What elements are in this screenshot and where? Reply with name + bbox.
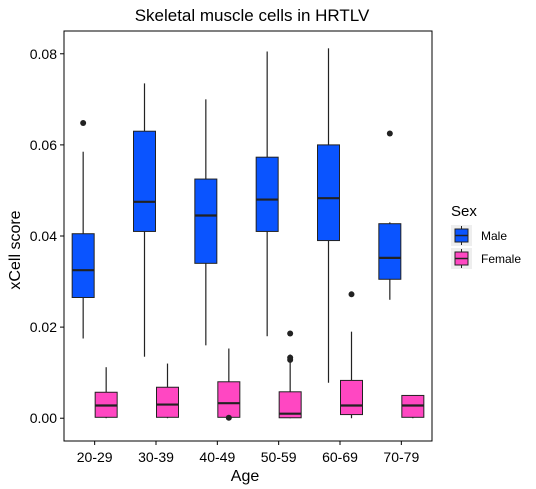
box-body xyxy=(133,130,156,232)
outlier-point xyxy=(386,130,393,137)
legend-entry-male: Male xyxy=(451,225,507,246)
x-tick-label: 50-59 xyxy=(261,449,297,465)
legend-label: Male xyxy=(481,229,507,243)
box-male-50-59 xyxy=(255,51,279,337)
outlier-point xyxy=(287,330,294,337)
box-body xyxy=(378,223,402,280)
box-body xyxy=(156,386,179,418)
x-tick-label: 40-49 xyxy=(199,449,235,465)
box-female-50-59 xyxy=(278,330,302,419)
box-body xyxy=(217,381,241,418)
outlier-point xyxy=(287,356,294,363)
box-male-60-69 xyxy=(317,48,340,383)
box-female-20-29 xyxy=(94,367,118,419)
box-marks xyxy=(71,48,425,421)
box-female-40-49 xyxy=(217,348,241,421)
x-axis-label: Age xyxy=(231,468,260,485)
box-body xyxy=(255,156,279,232)
box-body xyxy=(194,178,218,264)
box-female-60-69 xyxy=(340,291,363,419)
legend-title: Sex xyxy=(451,203,477,220)
outlier-point xyxy=(348,291,355,298)
box-female-70-79 xyxy=(401,394,425,419)
plot-panel xyxy=(63,30,433,442)
y-tick-label: 0.06 xyxy=(30,137,57,153)
outlier-point xyxy=(80,120,87,127)
box-body xyxy=(340,379,363,416)
legend-entry-female: Female xyxy=(451,248,521,269)
y-axis-label: xCell score xyxy=(7,210,24,289)
x-tick-label: 30-39 xyxy=(138,449,174,465)
y-tick-label: 0.08 xyxy=(30,46,57,62)
y-tick-label: 0.02 xyxy=(30,319,57,335)
y-tick-label: 0.00 xyxy=(30,410,57,426)
outlier-point xyxy=(225,414,232,421)
box-body xyxy=(71,233,95,299)
box-body xyxy=(278,391,302,419)
x-axis: 20-29 30-39 40-49 50-59 60-69 70-79 xyxy=(77,441,419,465)
x-tick-label: 60-69 xyxy=(322,449,358,465)
legend: Sex Male Female xyxy=(451,203,521,269)
box-male-30-39 xyxy=(133,83,156,357)
box-male-40-49 xyxy=(194,99,218,346)
y-tick-label: 0.04 xyxy=(30,228,57,244)
x-tick-label: 20-29 xyxy=(77,449,113,465)
legend-entries: Male Female xyxy=(451,225,521,269)
box-female-30-39 xyxy=(156,363,179,419)
legend-label: Female xyxy=(481,252,521,266)
box-body xyxy=(317,144,340,242)
box-male-20-29 xyxy=(71,120,95,339)
x-tick-label: 70-79 xyxy=(383,449,419,465)
box-male-70-79 xyxy=(378,130,402,300)
y-axis: 0.00 0.02 0.04 0.06 0.08 xyxy=(30,46,64,426)
chart-title: Skeletal muscle cells in HRTLV xyxy=(135,6,370,25)
